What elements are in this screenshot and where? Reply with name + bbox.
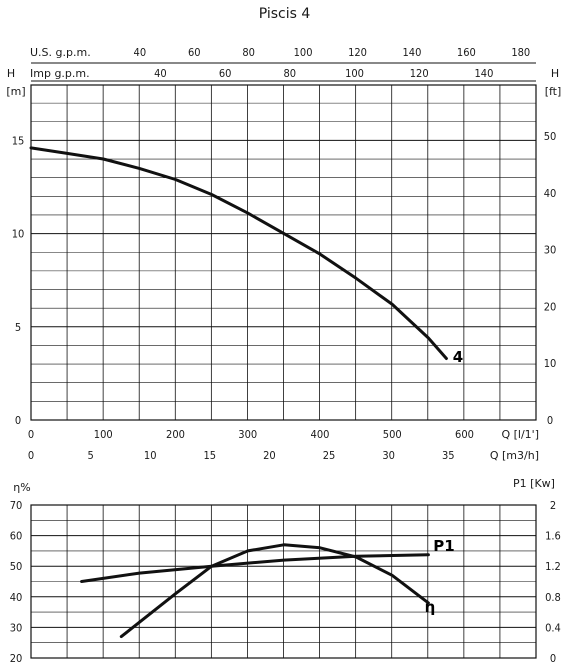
q-lmin-tick-label: 400 — [311, 428, 330, 441]
p1-kw-tick-label: 2 — [550, 499, 556, 512]
eta-tick-label: 40 — [10, 591, 23, 604]
h-ft-tick-label: 50 — [544, 130, 557, 143]
q-lmin-tick-label: 200 — [166, 428, 185, 441]
us-gpm-tick-label: 160 — [457, 46, 476, 59]
efficiency-chart-grid — [30, 504, 537, 659]
head-chart-grid — [30, 62, 537, 421]
q-m3h-tick-label: 20 — [263, 449, 276, 462]
us-gpm-tick-label: 180 — [511, 46, 530, 59]
q-lmin-label: Q [l/1'] — [501, 428, 539, 441]
imp-gpm-tick-label: 80 — [284, 67, 297, 80]
q-m3h-tick-label: 5 — [87, 449, 93, 462]
chart-title: Piscis 4 — [258, 6, 311, 22]
us-gpm-tick-label: 60 — [188, 46, 201, 59]
eta-tick-label: 50 — [10, 560, 23, 573]
eta-curve — [119, 543, 430, 639]
p1-kw-tick-label: 0.8 — [545, 591, 561, 604]
q-m3h-tick-label: 35 — [442, 449, 455, 462]
imp-gpm-tick-label: 40 — [154, 67, 167, 80]
q-lmin-tick-label: 300 — [238, 428, 257, 441]
q-m3h-tick-label: 30 — [382, 449, 395, 462]
eta-axis-label: η% — [13, 481, 30, 494]
q-lmin-tick-label: 500 — [383, 428, 402, 441]
p1-kw-tick-label: 0.4 — [545, 621, 561, 634]
q-m3h-label: Q [m3/h] — [490, 449, 539, 462]
q-lmin-tick-label: 0 — [28, 428, 34, 441]
q-lmin-tick-label: 100 — [94, 428, 113, 441]
h-m-unit: [m] — [6, 85, 25, 98]
h-left-label: H — [7, 67, 15, 80]
imp-gpm-tick-label: 120 — [410, 67, 429, 80]
p1-kw-tick-label: 1.6 — [545, 530, 561, 543]
us-gpm-tick-label: 40 — [134, 46, 147, 59]
curve-4-label: 4 — [453, 348, 463, 366]
p1-axis-label: P1 [Kw] — [513, 477, 555, 490]
q-m3h-tick-label: 0 — [28, 449, 34, 462]
h-m-tick-label: 5 — [15, 321, 21, 334]
imp-gpm-tick-label: 60 — [219, 67, 232, 80]
eta-tick-label: 30 — [10, 621, 23, 634]
eta-tick-label: 60 — [10, 530, 23, 543]
h-m-tick-label: 15 — [12, 134, 25, 147]
us-gpm-tick-label: 140 — [402, 46, 421, 59]
h-ft-tick-label: 40 — [544, 187, 557, 200]
p1-kw-tick-label: 1.2 — [545, 560, 561, 573]
imp-gpm-tick-label: 140 — [474, 67, 493, 80]
h-ft-unit: [ft] — [545, 85, 562, 98]
p1-curve-label: P1 — [433, 537, 454, 555]
head-curve-4 — [29, 146, 448, 360]
us-gpm-tick-label: 80 — [242, 46, 255, 59]
h-m-tick-label: 10 — [12, 228, 25, 241]
h-ft-tick-label: 10 — [544, 357, 557, 370]
q-lmin-tick-label: 600 — [455, 428, 474, 441]
h-ft-tick-label: 20 — [544, 300, 557, 313]
h-m-tick-label: 0 — [15, 414, 21, 427]
q-m3h-tick-label: 25 — [323, 449, 336, 462]
imp-gpm-label: Imp g.p.m. — [30, 67, 90, 80]
q-m3h-tick-label: 10 — [144, 449, 157, 462]
curves: 4 η P1 — [29, 146, 463, 639]
eta-tick-label: 20 — [10, 652, 23, 665]
h-right-label: H — [551, 67, 559, 80]
h-ft-tick-label: 30 — [544, 244, 557, 257]
p1-kw-tick-label: 0 — [550, 652, 556, 665]
us-gpm-tick-label: 120 — [348, 46, 367, 59]
p1-curve — [80, 553, 430, 583]
us-gpm-label: U.S. g.p.m. — [30, 46, 91, 59]
imp-gpm-tick-label: 100 — [345, 67, 364, 80]
eta-tick-label: 70 — [10, 499, 23, 512]
us-gpm-tick-label: 100 — [294, 46, 313, 59]
eta-curve-label: η — [425, 598, 436, 616]
h-ft-tick-label: 0 — [547, 414, 553, 427]
q-m3h-tick-label: 15 — [204, 449, 217, 462]
